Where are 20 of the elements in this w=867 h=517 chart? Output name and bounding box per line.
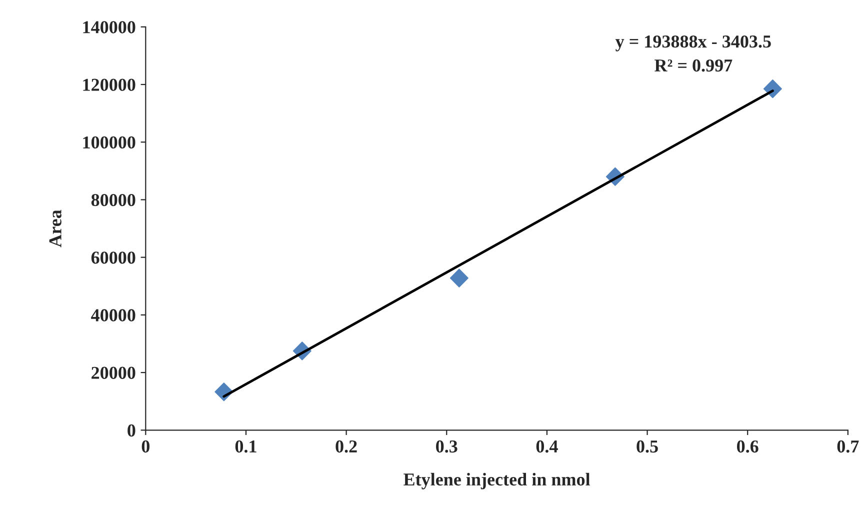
y-tick-label: 100000	[83, 136, 136, 149]
x-tick-label: 0	[142, 440, 150, 453]
y-tick-label: 0	[128, 424, 136, 437]
x-tick-label: 0.2	[336, 440, 357, 453]
annotation: y = 193888x - 3403.5 R² = 0.997	[615, 35, 771, 72]
x-tick-label: 0.6	[737, 440, 758, 453]
y-tick-label: 60000	[91, 252, 136, 264]
y-tick-label: 20000	[92, 366, 136, 379]
x-tick-label: 0.4	[536, 440, 558, 453]
point	[450, 268, 468, 288]
x-tick-label: 0.7	[837, 440, 859, 453]
y-tick-label: 80000	[91, 194, 136, 206]
x-axis-title: Etylene injected in nmol	[404, 472, 590, 490]
x-tick-label: 0.3	[436, 440, 458, 453]
y-tick-label: 120000	[83, 78, 136, 91]
y-tick-label: 140000	[83, 21, 136, 34]
x-tick-label: 0.1	[235, 440, 256, 453]
x-tick-label: 0.5	[636, 440, 658, 453]
y-tick-label: 40000	[91, 309, 136, 322]
y-axis-title: Area	[49, 210, 62, 248]
